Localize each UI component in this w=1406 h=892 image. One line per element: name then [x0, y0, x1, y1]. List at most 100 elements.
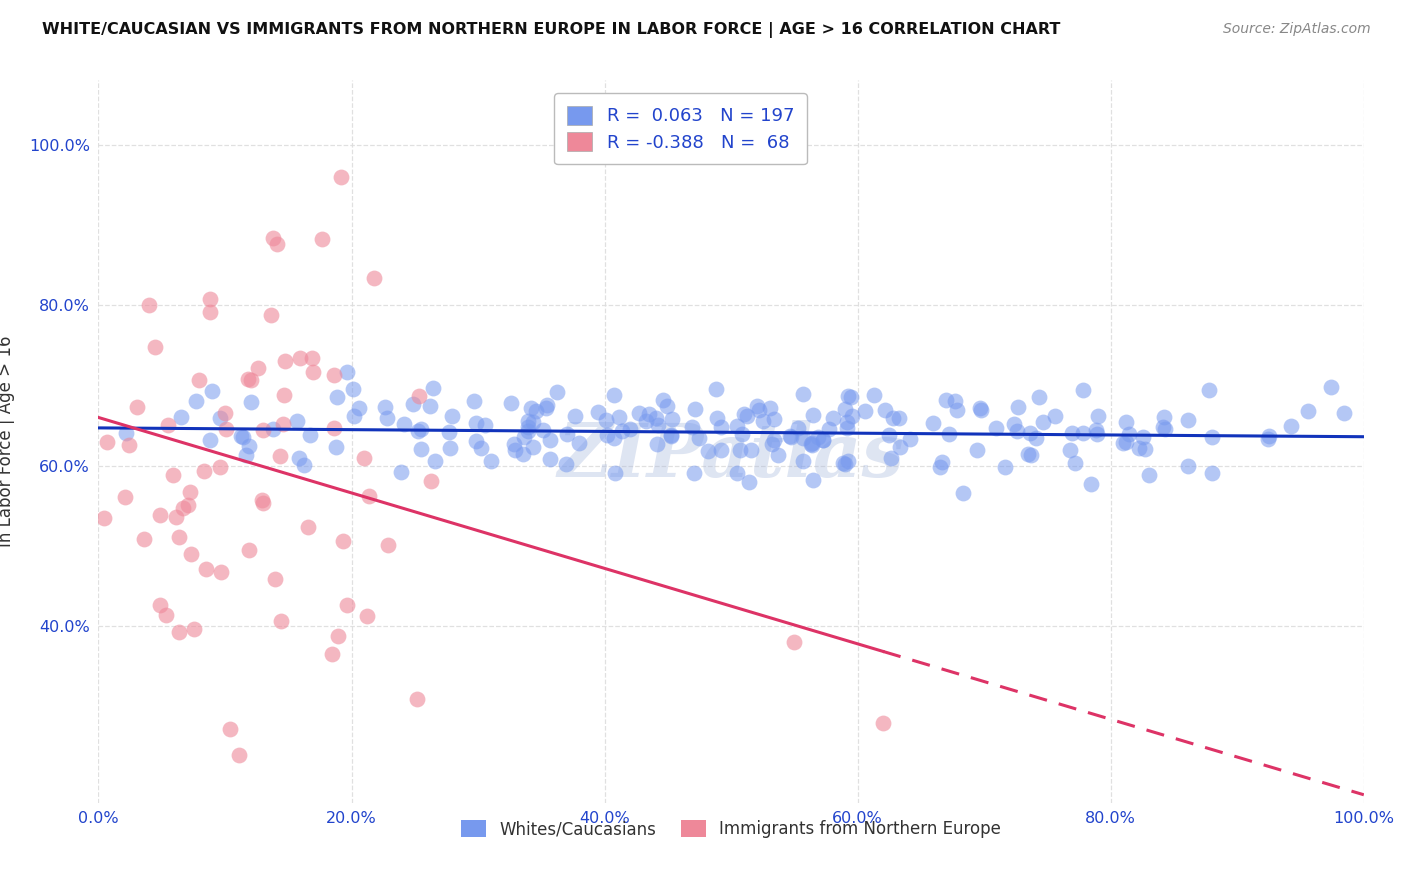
Point — [661, 412, 683, 426]
Point — [596, 427, 619, 442]
Point — [935, 393, 957, 408]
Point — [302, 366, 325, 380]
Point — [228, 747, 250, 762]
Point — [792, 454, 814, 468]
Point — [681, 420, 703, 434]
Point — [184, 393, 207, 408]
Point — [952, 486, 974, 500]
Point — [193, 464, 215, 478]
Point — [262, 422, 284, 436]
Point — [706, 411, 728, 425]
Point — [768, 448, 790, 462]
Point — [520, 401, 543, 416]
Point — [759, 401, 782, 416]
Point — [219, 722, 242, 736]
Point — [517, 424, 540, 438]
Point — [464, 416, 486, 430]
Point — [288, 450, 311, 465]
Point — [177, 498, 200, 512]
Point — [872, 715, 894, 730]
Point — [1201, 430, 1223, 444]
Point — [619, 422, 641, 436]
Point — [1043, 409, 1066, 423]
Point — [239, 395, 262, 409]
Point — [811, 434, 834, 448]
Point — [503, 442, 526, 457]
Point — [818, 422, 841, 436]
Point — [807, 429, 830, 443]
Point — [536, 401, 558, 416]
Point — [946, 402, 969, 417]
Point — [274, 353, 297, 368]
Point — [1025, 431, 1047, 445]
Point — [512, 447, 534, 461]
Point — [696, 443, 718, 458]
Point — [1320, 379, 1343, 393]
Point — [943, 393, 966, 408]
Point — [761, 437, 783, 451]
Point — [179, 485, 201, 500]
Point — [499, 396, 522, 410]
Point — [811, 433, 834, 447]
Point — [740, 443, 762, 458]
Point — [834, 457, 856, 471]
Point — [710, 442, 733, 457]
Point — [209, 565, 232, 579]
Point — [800, 437, 823, 451]
Point — [752, 414, 775, 428]
Point — [118, 438, 141, 452]
Point — [209, 411, 232, 425]
Point — [1032, 415, 1054, 429]
Point — [1281, 418, 1303, 433]
Point — [336, 598, 359, 612]
Point — [1128, 441, 1150, 455]
Point — [612, 424, 634, 438]
Point — [1059, 442, 1081, 457]
Point — [737, 475, 759, 489]
Point — [323, 368, 346, 382]
Point — [1115, 415, 1137, 429]
Point — [834, 402, 856, 417]
Point — [134, 532, 156, 546]
Point — [725, 419, 748, 434]
Point — [1177, 458, 1199, 473]
Point — [1002, 417, 1025, 431]
Point — [531, 423, 554, 437]
Point — [406, 424, 429, 438]
Point — [557, 426, 579, 441]
Point — [564, 409, 586, 423]
Point — [406, 692, 429, 706]
Point — [832, 457, 855, 471]
Point — [1071, 425, 1094, 440]
Point — [538, 433, 561, 447]
Point — [994, 460, 1017, 475]
Point — [931, 455, 953, 469]
Point — [353, 450, 375, 465]
Point — [647, 436, 669, 450]
Point — [728, 442, 751, 457]
Point — [1019, 449, 1042, 463]
Point — [463, 393, 485, 408]
Point — [655, 400, 678, 414]
Point — [1296, 404, 1319, 418]
Point — [1085, 427, 1108, 442]
Point — [247, 361, 270, 376]
Point — [800, 435, 823, 450]
Point — [969, 403, 991, 417]
Point — [437, 425, 460, 440]
Point — [647, 417, 669, 432]
Point — [287, 414, 309, 428]
Text: Source: ZipAtlas.com: Source: ZipAtlas.com — [1223, 22, 1371, 37]
Point — [208, 459, 231, 474]
Point — [889, 441, 911, 455]
Point — [1133, 442, 1156, 456]
Point — [1087, 409, 1109, 423]
Point — [195, 562, 218, 576]
Point — [1152, 420, 1174, 434]
Point — [377, 411, 399, 425]
Point — [188, 373, 211, 387]
Point — [299, 427, 322, 442]
Point — [1080, 477, 1102, 491]
Point — [1154, 422, 1177, 436]
Point — [149, 508, 172, 522]
